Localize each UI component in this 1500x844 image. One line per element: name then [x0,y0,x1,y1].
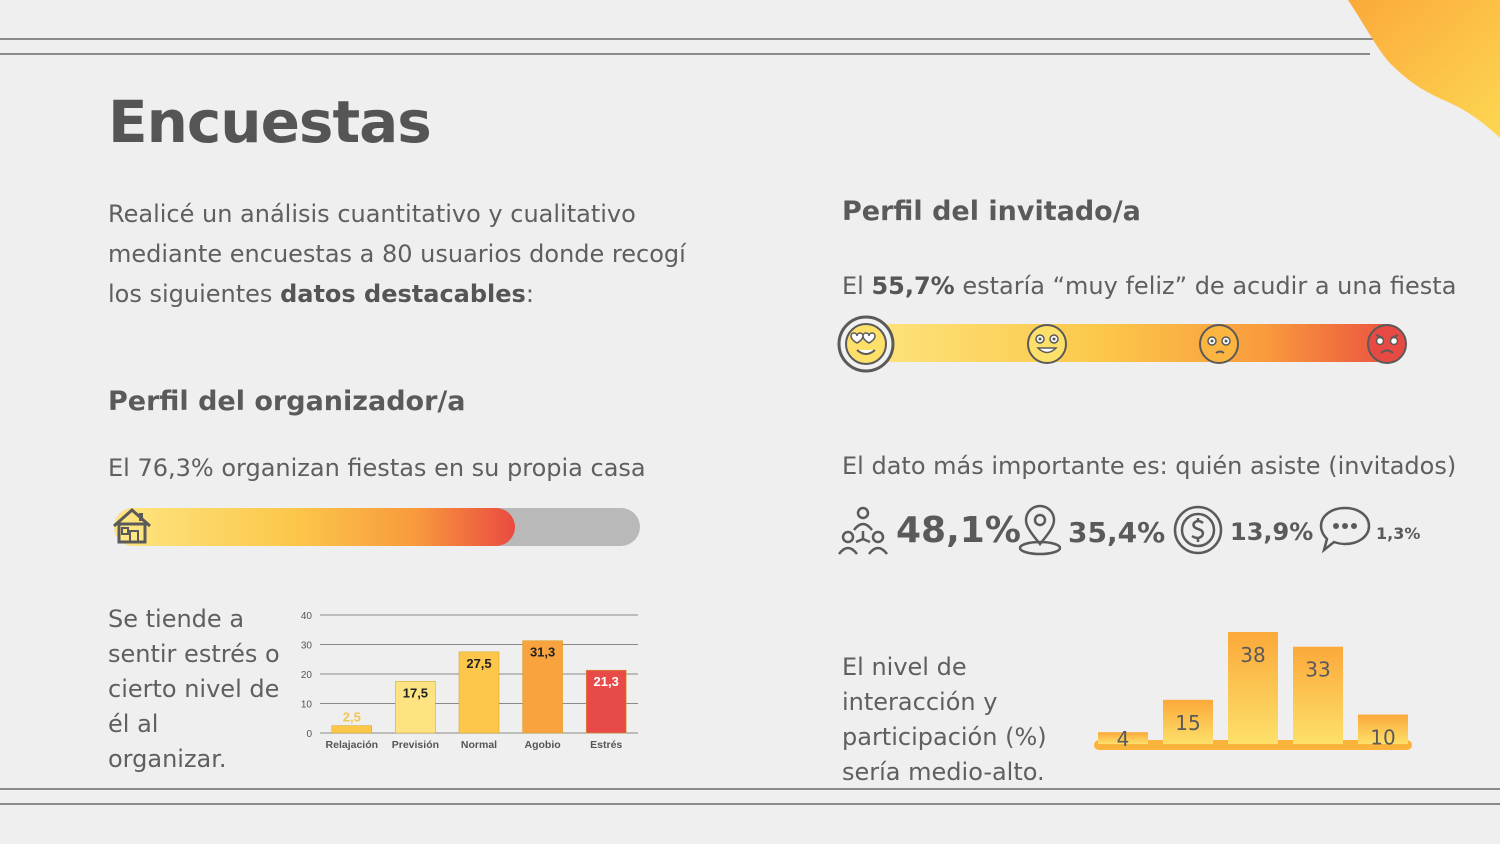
y-tick-label: 0 [306,729,312,740]
intro-bold: datos destacables [280,280,526,308]
x-tick-label: Previsión [392,739,439,751]
heart-eyes-emoji-icon [837,315,895,373]
x-tick-label: Relajación [326,739,379,751]
angry-emoji-icon [1367,324,1407,364]
y-tick-label: 30 [301,641,313,652]
bar [331,725,373,734]
bar [395,681,436,734]
top-rule-2 [0,53,1370,55]
bar-value-label: 15 [1175,711,1200,735]
chat-bubble-icon [1319,506,1371,554]
guest-happy-pre: El [842,272,872,300]
y-tick-label: 10 [301,700,313,711]
bar-value-label: 4 [1117,727,1130,751]
top-rule-1 [0,38,1500,40]
home-progress-bar [114,508,640,546]
people-icon [838,506,888,555]
bar [522,640,563,734]
bar [1358,714,1408,744]
x-tick-label: Agobio [525,739,561,751]
x-tick-label: Estrés [590,739,622,751]
home-progress-fill [114,508,516,546]
factor-money-value: 13,9% [1230,518,1314,546]
bar-value-label: 10 [1370,726,1395,750]
bar [585,669,627,734]
organizer-heading: Perfil del organizador/a [108,386,466,417]
money-icon [1173,505,1223,555]
bar-value-label: 33 [1305,658,1330,682]
y-tick-label: 40 [301,611,313,622]
stress-text: Se tiende a sentir estrés o cierto nivel… [108,605,280,773]
bar-value-label: 38 [1240,643,1265,667]
location-pin-icon [1018,504,1062,556]
interaction-text: El nivel de interacción y participación … [842,653,1047,786]
corner-blob-decoration [1348,0,1500,138]
x-tick-label: Normal [461,739,497,751]
interaction-bar-chart: 4 15 38 33 10 [1094,632,1412,751]
bar-value-label: 27,5 [466,656,491,671]
page-title: Encuestas [108,88,432,156]
stress-bar-chart: 0 10 20 30 40 2,5 Relajación 17,5 Previsión 27,5 N… [301,611,638,751]
bar-value-label: 31,3 [530,645,555,660]
bar-value-label: 2,5 [343,710,361,725]
guest-heading: Perfil del invitado/a [842,196,1141,227]
intro-text: Realicé un análisis cuantitativo y cuali… [108,200,686,308]
bar [1163,699,1213,744]
bar-value-label: 17,5 [403,685,428,700]
bottom-rule-2 [0,803,1500,805]
intro-end: : [525,280,534,308]
bar [1293,646,1343,744]
bar-value-label: 21,3 [594,674,619,689]
organizer-stat-text: El 76,3% organizan fiestas en su propia … [108,454,646,482]
bar [458,651,500,734]
neutral-emoji-icon [1199,324,1239,364]
guest-happy-text: El 55,7% estaría “muy feliz” de acudir a… [842,272,1456,300]
bottom-rule-1 [0,788,1500,790]
intro-paragraph: Realicé un análisis cuantitativo y cuali… [108,194,708,314]
house-icon [113,508,151,544]
factor-location-value: 35,4% [1068,516,1166,549]
factor-chat-value: 1,3% [1376,524,1421,543]
factor-people-value: 48,1% [896,510,1021,551]
bar [1098,732,1148,744]
guest-happy-post: estaría “muy feliz” de acudir a una fies… [954,272,1457,300]
happiness-scale-bar [848,324,1406,362]
y-tick-label: 20 [301,670,313,681]
grinning-emoji-icon [1027,324,1067,364]
guest-happy-bold: 55,7% [871,272,955,300]
important-data-text: El dato más importante es: quién asiste … [842,452,1457,480]
bar [1228,632,1278,744]
